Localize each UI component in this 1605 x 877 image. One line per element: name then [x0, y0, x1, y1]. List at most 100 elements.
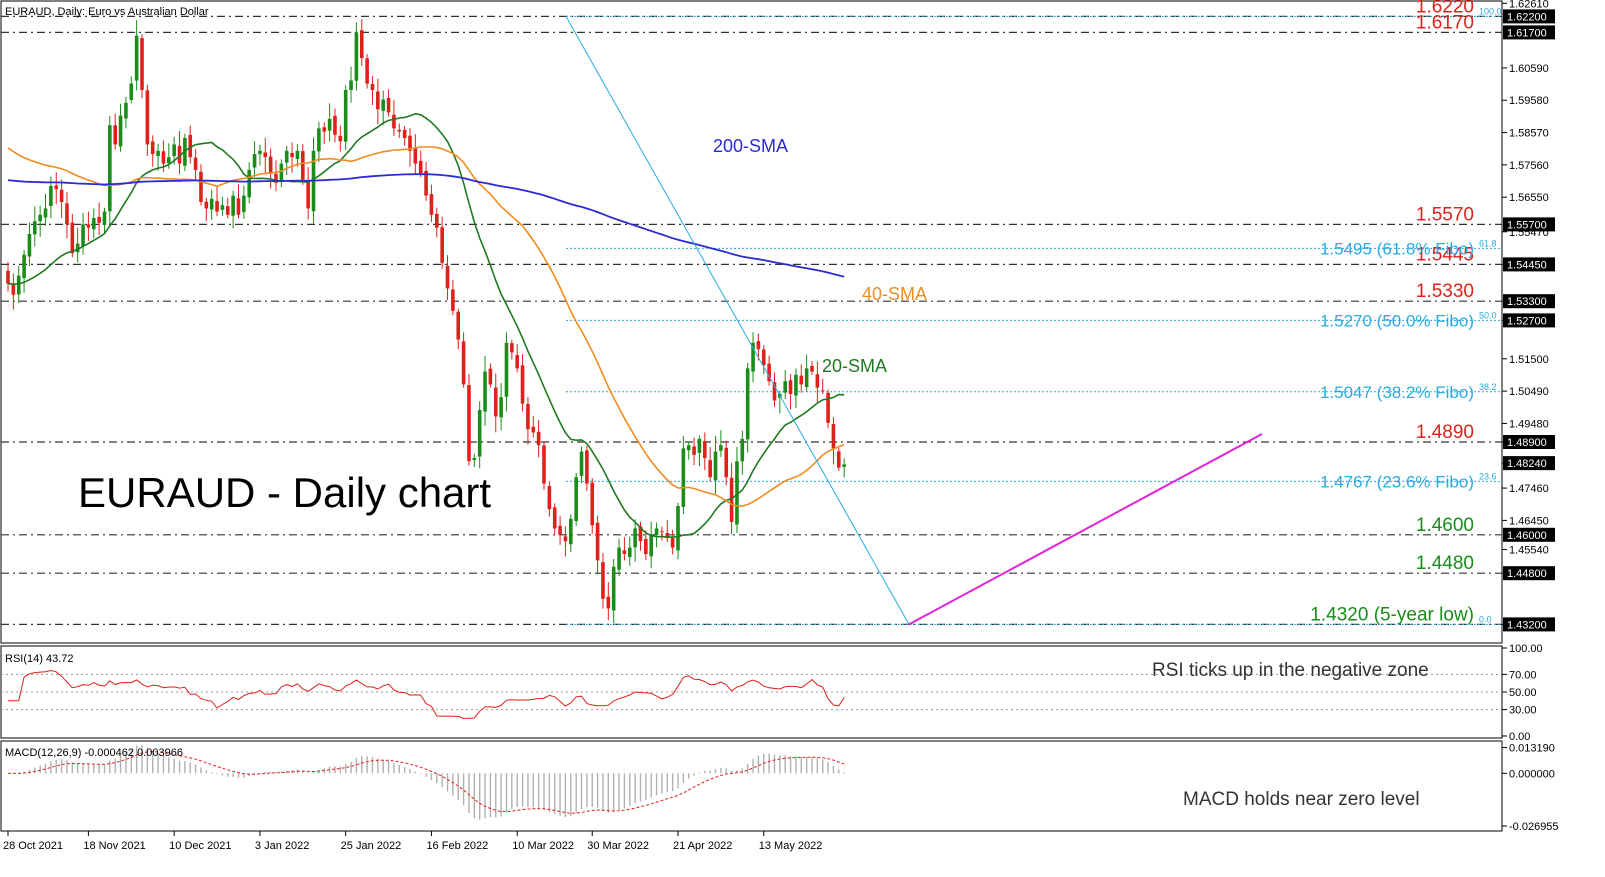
- candle-body: [397, 129, 402, 132]
- candle: [670, 529, 675, 555]
- candle: [108, 116, 112, 228]
- fibonacci-levels: 61.8 50.0 38.2 23.6 100.0 0.0: [566, 6, 1502, 625]
- candle: [376, 78, 380, 125]
- candle-body: [772, 382, 777, 401]
- level-label: 1.4480: [1416, 553, 1474, 574]
- price-box: 1.61700: [1503, 25, 1555, 40]
- candle-body: [402, 129, 407, 138]
- macd-tick-label: 0.000000: [1509, 768, 1555, 780]
- candle-body: [799, 375, 804, 385]
- candle: [386, 89, 391, 117]
- fibo-tag: 100.0: [1479, 6, 1502, 16]
- candle-body: [756, 341, 761, 350]
- candle-body: [365, 58, 369, 84]
- price-box: 1.62200: [1503, 9, 1555, 24]
- candle-body: [601, 562, 605, 599]
- candle: [124, 97, 128, 129]
- candle-body: [660, 531, 664, 533]
- candle: [477, 401, 482, 469]
- candle: [547, 481, 552, 517]
- candle-body: [108, 125, 112, 212]
- candle: [134, 20, 139, 91]
- candle-body: [22, 254, 26, 279]
- fibo-label: 1.5270 (50.0% Fibo): [1320, 311, 1474, 330]
- candle-body: [595, 522, 600, 561]
- price-tick-label: 1.59580: [1509, 95, 1549, 107]
- candle-body: [713, 451, 718, 481]
- candle-body: [510, 343, 514, 353]
- candle: [247, 162, 251, 204]
- fibo-tag: 61.8: [1479, 238, 1497, 248]
- price-box-label: 1.46000: [1507, 530, 1547, 542]
- candle-body: [794, 374, 798, 396]
- price-tick-label: 1.51500: [1509, 354, 1549, 366]
- rsi-label: RSI(14) 43.72: [5, 653, 73, 665]
- candle-body: [697, 438, 702, 453]
- candle-body: [531, 426, 536, 433]
- price-tick-label: 1.46450: [1509, 515, 1549, 527]
- candle: [86, 211, 91, 241]
- price-tick-label: 1.49480: [1509, 418, 1549, 430]
- candle: [91, 208, 96, 239]
- level-label: 1.5570: [1416, 204, 1474, 225]
- candle: [118, 103, 123, 152]
- candle-body: [842, 464, 846, 467]
- candle-body: [735, 461, 739, 525]
- candle: [665, 520, 670, 543]
- candle-body: [274, 173, 278, 183]
- level-label: 1.4320 (5-year low): [1310, 604, 1474, 625]
- date-tick-label: 16 Feb 2022: [426, 840, 488, 852]
- candle: [150, 135, 155, 167]
- candle: [429, 184, 434, 222]
- price-box-bg: [1503, 294, 1555, 309]
- candle-body: [354, 32, 359, 81]
- price-box: 1.46000: [1503, 527, 1555, 542]
- price-box-bg: [1503, 217, 1555, 232]
- candle: [552, 503, 557, 535]
- candle: [295, 144, 300, 167]
- candle-body: [563, 536, 568, 542]
- date-tick-label: 10 Dec 2021: [169, 840, 231, 852]
- candle: [6, 261, 10, 292]
- candle: [33, 206, 37, 247]
- candle-body: [558, 525, 562, 535]
- price-box-bg: [1503, 25, 1555, 40]
- candle: [601, 553, 605, 609]
- candle-body: [252, 154, 257, 168]
- level-label: 1.5330: [1416, 281, 1474, 302]
- support-trendline: [908, 433, 1263, 626]
- candle: [199, 164, 203, 206]
- candle: [413, 134, 418, 175]
- candle: [649, 521, 653, 569]
- candle-body: [188, 134, 193, 158]
- sma20-line: [7, 112, 845, 539]
- candle-body: [43, 208, 48, 218]
- date-tick-label: 13 May 2022: [759, 840, 823, 852]
- rsi-panel: 100.00 70.00 50.00 30.00 0.00: [1, 643, 1543, 743]
- candle: [317, 121, 321, 163]
- candle: [579, 446, 584, 484]
- candle-body: [740, 438, 745, 462]
- candle-body: [493, 387, 498, 417]
- candle: [140, 34, 144, 99]
- date-tick-label: 10 Mar 2022: [512, 840, 574, 852]
- candle: [75, 227, 80, 263]
- candle-body: [247, 170, 251, 198]
- candle: [590, 478, 595, 534]
- candle: [697, 435, 702, 467]
- candle: [676, 502, 680, 560]
- price-box: 1.55700: [1503, 217, 1555, 232]
- candle: [145, 84, 150, 157]
- candle-body: [91, 218, 96, 230]
- candle-body: [86, 224, 91, 228]
- fibo-tag: 0.0: [1479, 614, 1492, 624]
- price-box-label: 1.48240: [1507, 458, 1547, 470]
- candle: [686, 441, 691, 460]
- candle: [815, 361, 820, 402]
- candle-body: [392, 114, 396, 129]
- candle-body: [75, 243, 80, 253]
- candle-body: [504, 342, 509, 397]
- macd-tick-label: -0.026955: [1509, 821, 1559, 833]
- candle: [713, 436, 718, 494]
- candle-body: [306, 182, 310, 209]
